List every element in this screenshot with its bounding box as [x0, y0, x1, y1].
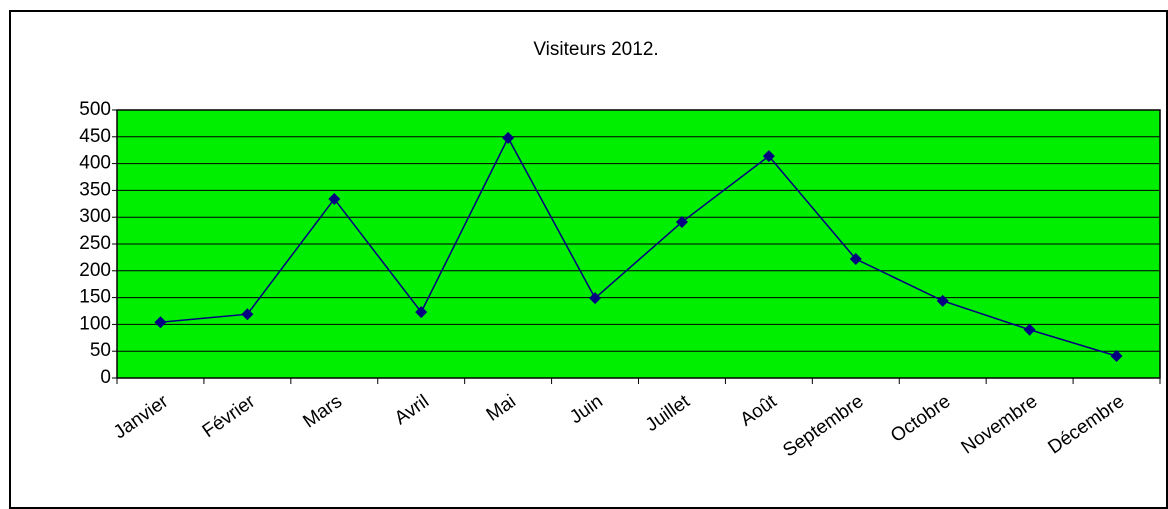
data-point — [762, 150, 775, 163]
y-tick-label: 400 — [79, 153, 111, 174]
chart-title: Visiteurs 2012. — [533, 39, 658, 60]
data-point — [241, 308, 254, 321]
y-tick-label: 150 — [79, 287, 111, 308]
data-point — [849, 253, 862, 266]
y-tick-label: 250 — [79, 233, 111, 254]
data-point — [328, 192, 341, 205]
y-tick-label: 100 — [79, 313, 111, 334]
data-point — [1023, 323, 1036, 336]
data-point — [502, 131, 515, 144]
data-point — [936, 294, 949, 307]
y-tick-label: 300 — [79, 206, 111, 227]
data-point — [1110, 350, 1123, 363]
data-point — [154, 316, 167, 329]
data-point — [589, 292, 602, 305]
data-point — [415, 306, 428, 319]
y-tick-label: 500 — [79, 99, 111, 120]
series-line — [160, 136, 1117, 357]
y-tick-label: 450 — [79, 126, 111, 147]
y-tick-label: 350 — [79, 179, 111, 200]
data-point — [675, 216, 688, 229]
y-tick-label: 0 — [100, 367, 111, 388]
y-tick-label: 200 — [79, 260, 111, 281]
y-tick-label: 50 — [90, 340, 111, 361]
